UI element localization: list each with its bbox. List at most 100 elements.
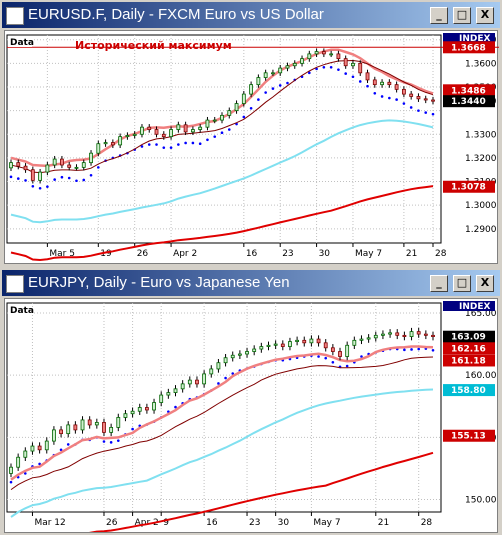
y-tick-label: 1.2900 xyxy=(465,225,497,235)
candle-body xyxy=(180,383,185,390)
parabolic-dots xyxy=(31,184,35,188)
candle-body xyxy=(9,466,13,474)
eurjpy-title-bar[interactable]: EURJPY, Daily - Euro vs Japanese Yen _ □… xyxy=(2,270,500,296)
candle-body xyxy=(278,67,283,74)
parabolic-dots xyxy=(155,143,158,146)
parabolic-dots xyxy=(169,146,173,149)
close-button[interactable]: X xyxy=(476,7,494,24)
ma-cyan xyxy=(10,119,434,224)
parabolic-dots xyxy=(345,364,349,368)
parabolic-dots xyxy=(402,102,406,105)
candle-body xyxy=(103,142,108,145)
candle-body xyxy=(125,135,130,138)
parabolic-dots xyxy=(53,178,56,181)
parabolic-dots xyxy=(329,66,333,69)
candle-body xyxy=(280,343,285,347)
parabolic-dots xyxy=(174,405,177,409)
parabolic-dots xyxy=(82,178,86,182)
ma-darkred xyxy=(10,59,434,174)
parabolic-dots xyxy=(337,68,340,71)
candle-body xyxy=(38,171,43,181)
parabolic-dots xyxy=(147,143,151,146)
parabolic-dots xyxy=(395,98,398,101)
plot-frame xyxy=(6,34,442,244)
parabolic-dots xyxy=(431,112,435,116)
parabolic-dots xyxy=(431,348,435,352)
parabolic-dots xyxy=(249,106,253,110)
ma-pink xyxy=(10,345,434,481)
annotation-text: Исторический максимум xyxy=(75,39,232,52)
parabolic-dots xyxy=(102,440,106,443)
eurusd-window: EURUSD.F, Daily - FXCM Euro vs US Dollar… xyxy=(0,0,502,266)
eurusd-title-bar[interactable]: EURUSD.F, Daily - FXCM Euro vs US Dollar… xyxy=(2,2,500,28)
candle-body xyxy=(241,93,246,104)
candle-body xyxy=(263,72,268,78)
candle-body xyxy=(227,110,232,116)
candle-body xyxy=(147,126,152,130)
parabolic-dots xyxy=(109,441,113,444)
candle-body xyxy=(329,53,334,56)
parabolic-dots xyxy=(213,135,217,138)
parabolic-dots xyxy=(224,376,227,380)
parabolic-dots xyxy=(366,84,369,88)
parabolic-dots xyxy=(360,355,363,358)
price-tag: 163.09 xyxy=(451,333,486,343)
candle-body xyxy=(9,162,13,169)
candle-body xyxy=(220,114,224,121)
candle-body xyxy=(372,79,377,86)
candle-body xyxy=(234,103,239,112)
chart-window-icon xyxy=(6,7,24,25)
candle-body xyxy=(152,402,156,411)
parabolic-dots xyxy=(315,67,318,71)
candle-body xyxy=(102,422,106,433)
candle-body xyxy=(59,429,63,435)
parabolic-dots xyxy=(308,71,311,75)
maximize-button[interactable]: □ xyxy=(453,7,471,24)
candle-body xyxy=(230,354,235,359)
parabolic-dots xyxy=(184,141,187,145)
candle-body xyxy=(161,133,166,138)
candle-body xyxy=(366,337,371,340)
candle-body xyxy=(237,353,242,356)
eurjpy-plot-area[interactable]: Mar 12 26 Apr 2 9 16 23 30 May 7 21 28 165.00 160.0… xyxy=(4,298,498,533)
x-tick-label: 16 xyxy=(246,249,258,259)
index-label-bg xyxy=(443,33,495,43)
parabolic-dots xyxy=(75,179,78,183)
parabolic-dots xyxy=(38,462,41,466)
parabolic-dots xyxy=(177,143,180,146)
candle-body xyxy=(132,133,137,136)
candle-body xyxy=(295,339,300,342)
x-tick-label: 28 xyxy=(435,249,447,259)
price-tag-bg xyxy=(443,84,495,97)
candle-body xyxy=(154,129,159,135)
candle-body xyxy=(256,77,261,86)
parabolic-dots xyxy=(24,472,27,475)
parabolic-dots xyxy=(373,92,377,95)
candle-body xyxy=(358,62,363,74)
price-tag-bg xyxy=(443,342,495,355)
x-tick-label: May 7 xyxy=(355,249,382,259)
candle-body xyxy=(74,166,79,169)
minimize-button[interactable]: _ xyxy=(430,7,448,24)
parabolic-dots xyxy=(191,141,195,145)
ma-cyan xyxy=(10,388,434,518)
price-tag-bg xyxy=(443,330,495,343)
candle-body xyxy=(183,124,188,133)
parabolic-dots xyxy=(286,81,289,85)
parabolic-dots xyxy=(60,175,64,179)
minimize-button[interactable]: _ xyxy=(430,275,448,292)
parabolic-dots xyxy=(206,138,209,142)
candle-body xyxy=(330,347,335,352)
x-tick-label: 23 xyxy=(282,249,293,259)
candle-body xyxy=(373,334,378,339)
candle-body xyxy=(381,333,385,336)
close-button[interactable]: X xyxy=(476,275,494,292)
parabolic-dots xyxy=(198,142,202,146)
parabolic-dots xyxy=(97,166,100,169)
candle-body xyxy=(110,142,115,146)
maximize-button[interactable]: □ xyxy=(453,275,471,292)
parabolic-dots xyxy=(264,91,267,94)
parabolic-dots xyxy=(217,382,220,385)
candle-body xyxy=(66,424,71,435)
